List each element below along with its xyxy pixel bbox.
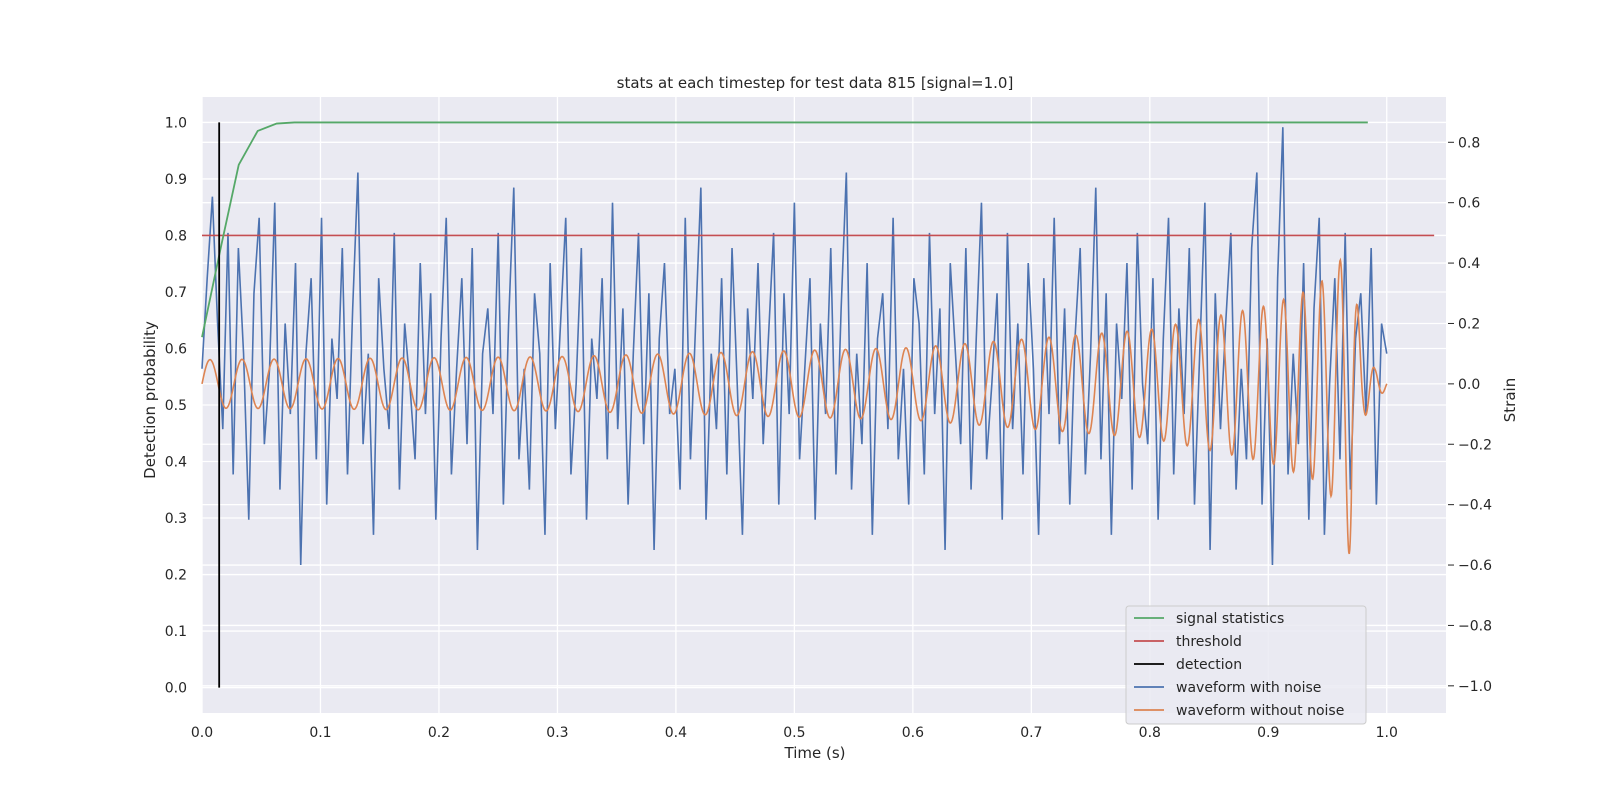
x-tick-label: 0.3 <box>546 725 568 741</box>
y-left-tick-label: 0.8 <box>165 228 187 244</box>
y-left-tick-label: 0.1 <box>165 624 187 640</box>
legend: signal statistics threshold detection wavef… <box>1125 605 1367 725</box>
y-left-tick-label: 0.0 <box>165 681 187 697</box>
x-tick-label: 0.7 <box>1020 725 1042 741</box>
y-right-tick-label: 0.8 <box>1458 135 1480 151</box>
tick-labels: 0.0 0.1 0.2 0.3 0.4 0.5 0.6 0.7 0.8 0.9 1.0 0.0 0.1 0… <box>165 115 1492 741</box>
y-left-tick-label: 0.3 <box>165 511 187 527</box>
y-axis-label-right: Strain <box>1501 378 1519 422</box>
x-tick-label: 0.2 <box>428 725 450 741</box>
legend-box <box>1125 605 1367 725</box>
legend-label: detection <box>1176 657 1242 673</box>
x-tick-label: 0.8 <box>1139 725 1161 741</box>
y-left-tick-label: 0.2 <box>165 568 187 584</box>
x-tick-label: 0.4 <box>665 725 687 741</box>
legend-label: waveform with noise <box>1176 680 1321 696</box>
y-left-tick-label: 0.9 <box>165 172 187 188</box>
series-waveform-without-noise <box>201 257 1388 555</box>
x-axis-label: Time (s) <box>784 744 846 762</box>
y-axis-label-left: Detection probability <box>141 321 159 479</box>
y-right-tick-label: 0.0 <box>1458 377 1480 393</box>
y-right-tick-label: −0.8 <box>1458 618 1492 634</box>
y-left-tick-label: 1.0 <box>165 115 187 131</box>
y-right-tick-label: −0.4 <box>1458 498 1492 514</box>
y-right-tick-label: 0.4 <box>1458 256 1480 272</box>
y-right-tick-label: 0.6 <box>1458 196 1480 212</box>
legend-label: threshold <box>1176 634 1242 650</box>
x-tick-label: 0.6 <box>902 725 924 741</box>
series-layer <box>201 121 1435 688</box>
y-right-tick-label: 0.2 <box>1458 316 1480 332</box>
y-left-tick-label: 0.7 <box>165 285 187 301</box>
legend-label: signal statistics <box>1176 611 1284 627</box>
x-tick-label: 0.9 <box>1257 725 1279 741</box>
y-right-tick-label: −0.6 <box>1458 558 1492 574</box>
y-left-tick-label: 0.5 <box>165 398 187 414</box>
series-signal-statistics <box>201 121 1368 338</box>
x-tick-label: 0.1 <box>309 725 331 741</box>
series-waveform-with-noise <box>201 127 1388 566</box>
x-tick-label: 1.0 <box>1376 725 1398 741</box>
y-right-tick-label: −1.0 <box>1458 679 1492 695</box>
x-tick-label: 0.5 <box>783 725 805 741</box>
legend-label: waveform without noise <box>1176 703 1344 719</box>
x-tick-label: 0.0 <box>191 725 213 741</box>
y-right-tick-label: −0.2 <box>1458 437 1492 453</box>
y-left-tick-label: 0.6 <box>165 341 187 357</box>
y-left-tick-label: 0.4 <box>165 455 187 471</box>
chart-title: stats at each timestep for test data 815… <box>617 74 1014 92</box>
